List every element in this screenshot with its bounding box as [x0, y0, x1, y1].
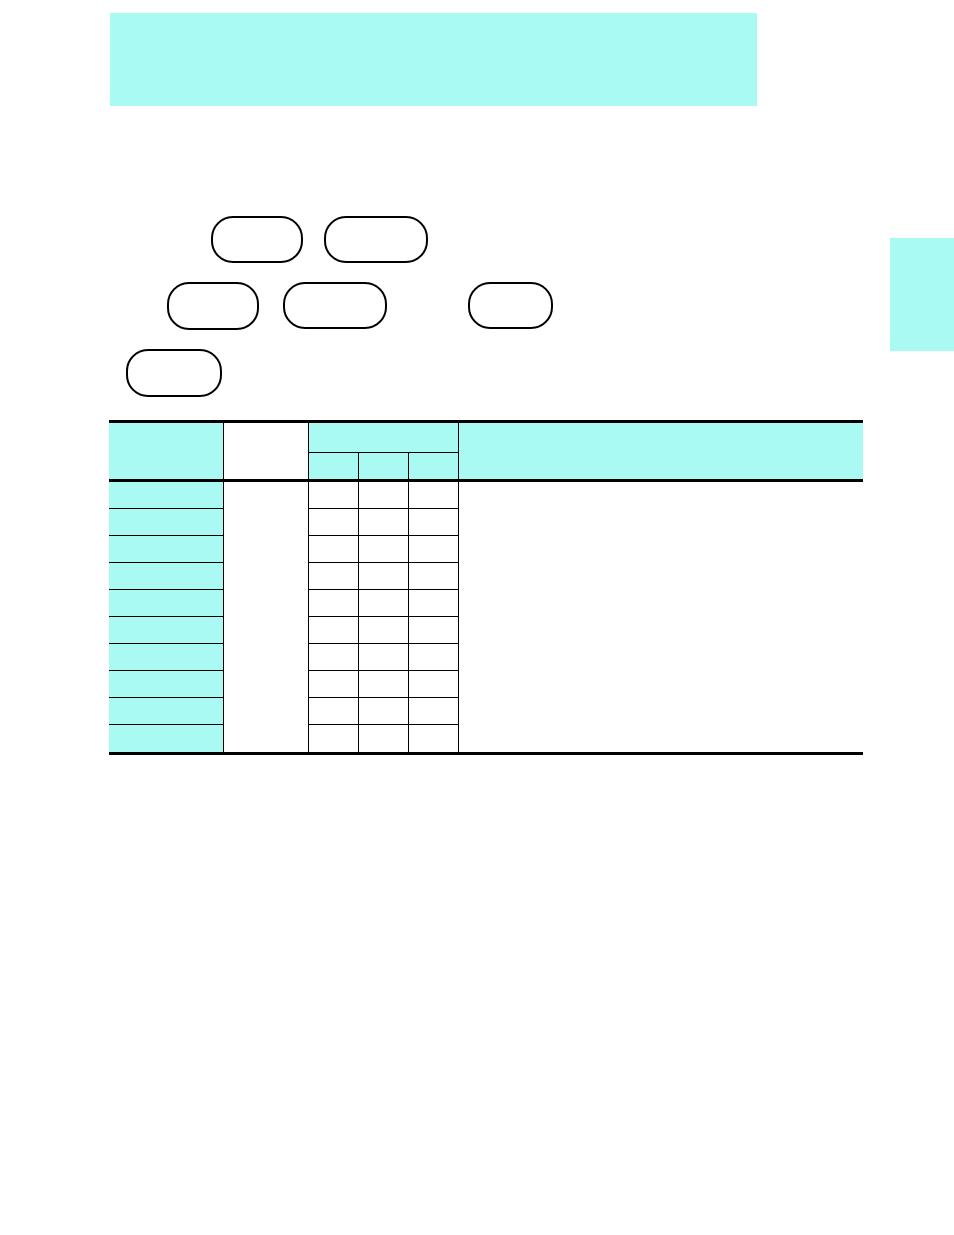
- pill-5: [468, 282, 553, 329]
- pill-6: [126, 349, 222, 397]
- row-group-2: [224, 536, 309, 590]
- row-label-5b: [109, 725, 224, 752]
- table-body: [109, 482, 863, 752]
- row-group-4: [224, 644, 309, 698]
- cell-3b-5: [409, 617, 459, 644]
- cell-5b-4: [359, 725, 409, 752]
- pill-1: [211, 216, 303, 263]
- row-label-2b: [109, 563, 224, 590]
- cell-5b-3: [309, 725, 359, 752]
- row-label-1a: [109, 482, 224, 509]
- th-col2: [224, 423, 309, 480]
- pill-3: [167, 282, 259, 330]
- cell-3b-3: [309, 617, 359, 644]
- row-label-2a: [109, 536, 224, 563]
- cell-4a-3: [309, 644, 359, 671]
- cell-1a-4: [359, 482, 409, 509]
- side-tab: [890, 238, 954, 351]
- header-banner: [110, 13, 757, 106]
- row-label-5a: [109, 698, 224, 725]
- cell-2b-3: [309, 563, 359, 590]
- cell-2a-3: [309, 536, 359, 563]
- row-label-3b: [109, 617, 224, 644]
- data-table: [109, 420, 863, 755]
- cell-5a-3: [309, 698, 359, 725]
- row-label-4b: [109, 671, 224, 698]
- pill-4: [283, 282, 387, 329]
- cell-4a-5: [409, 644, 459, 671]
- row-group-5: [224, 698, 309, 752]
- cell-1b-4: [359, 509, 409, 536]
- cell-4a-4: [359, 644, 409, 671]
- cell-1b-5: [409, 509, 459, 536]
- th-col345-group: [309, 423, 459, 453]
- cell-2a-4: [359, 536, 409, 563]
- table-header: [109, 423, 863, 480]
- desc-span: [459, 482, 863, 752]
- row-label-1b: [109, 509, 224, 536]
- cell-3b-4: [359, 617, 409, 644]
- cell-3a-4: [359, 590, 409, 617]
- cell-4b-4: [359, 671, 409, 698]
- th-col1: [109, 423, 224, 480]
- th-col6: [459, 423, 863, 480]
- row-group-1: [224, 482, 309, 536]
- pill-2: [324, 216, 428, 263]
- cell-4b-3: [309, 671, 359, 698]
- row-group-3: [224, 590, 309, 644]
- cell-3a-3: [309, 590, 359, 617]
- table-bottom-rule: [109, 752, 863, 755]
- cell-1a-5: [409, 482, 459, 509]
- row-label-3a: [109, 590, 224, 617]
- cell-1a-3: [309, 482, 359, 509]
- row-label-4a: [109, 644, 224, 671]
- th-col4: [359, 453, 409, 480]
- cell-5b-5: [409, 725, 459, 752]
- cell-1b-3: [309, 509, 359, 536]
- cell-4b-5: [409, 671, 459, 698]
- cell-5a-4: [359, 698, 409, 725]
- cell-2b-5: [409, 563, 459, 590]
- cell-3a-5: [409, 590, 459, 617]
- th-col5: [409, 453, 459, 480]
- cell-5a-5: [409, 698, 459, 725]
- cell-2b-4: [359, 563, 409, 590]
- th-col3: [309, 453, 359, 480]
- cell-2a-5: [409, 536, 459, 563]
